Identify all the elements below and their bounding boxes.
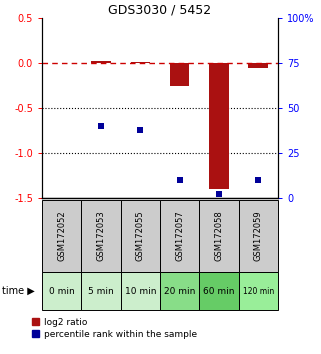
Bar <box>42 272 81 310</box>
Text: GSM172055: GSM172055 <box>136 211 145 261</box>
Legend: log2 ratio, percentile rank within the sample: log2 ratio, percentile rank within the s… <box>30 316 199 341</box>
Bar <box>199 200 239 272</box>
Bar <box>81 272 121 310</box>
Text: GSM172059: GSM172059 <box>254 211 263 261</box>
Text: time ▶: time ▶ <box>2 286 34 296</box>
Bar <box>209 63 229 189</box>
Text: GSM172057: GSM172057 <box>175 211 184 261</box>
Bar <box>239 272 278 310</box>
Bar <box>170 63 189 86</box>
Title: GDS3030 / 5452: GDS3030 / 5452 <box>108 4 212 17</box>
Text: 10 min: 10 min <box>125 286 156 296</box>
Text: 20 min: 20 min <box>164 286 195 296</box>
Text: GSM172058: GSM172058 <box>214 211 223 261</box>
Text: GSM172052: GSM172052 <box>57 211 66 261</box>
Bar <box>81 200 121 272</box>
Bar <box>239 200 278 272</box>
Bar <box>42 200 81 272</box>
Bar <box>121 272 160 310</box>
Text: GSM172053: GSM172053 <box>97 211 106 261</box>
Bar <box>199 272 239 310</box>
Bar <box>160 272 199 310</box>
Bar <box>160 200 199 272</box>
Text: 60 min: 60 min <box>203 286 235 296</box>
Bar <box>248 63 268 68</box>
Text: 5 min: 5 min <box>88 286 114 296</box>
Bar <box>131 62 150 63</box>
Bar <box>121 200 160 272</box>
Bar <box>91 61 111 63</box>
Text: 0 min: 0 min <box>49 286 74 296</box>
Text: 120 min: 120 min <box>243 286 274 296</box>
